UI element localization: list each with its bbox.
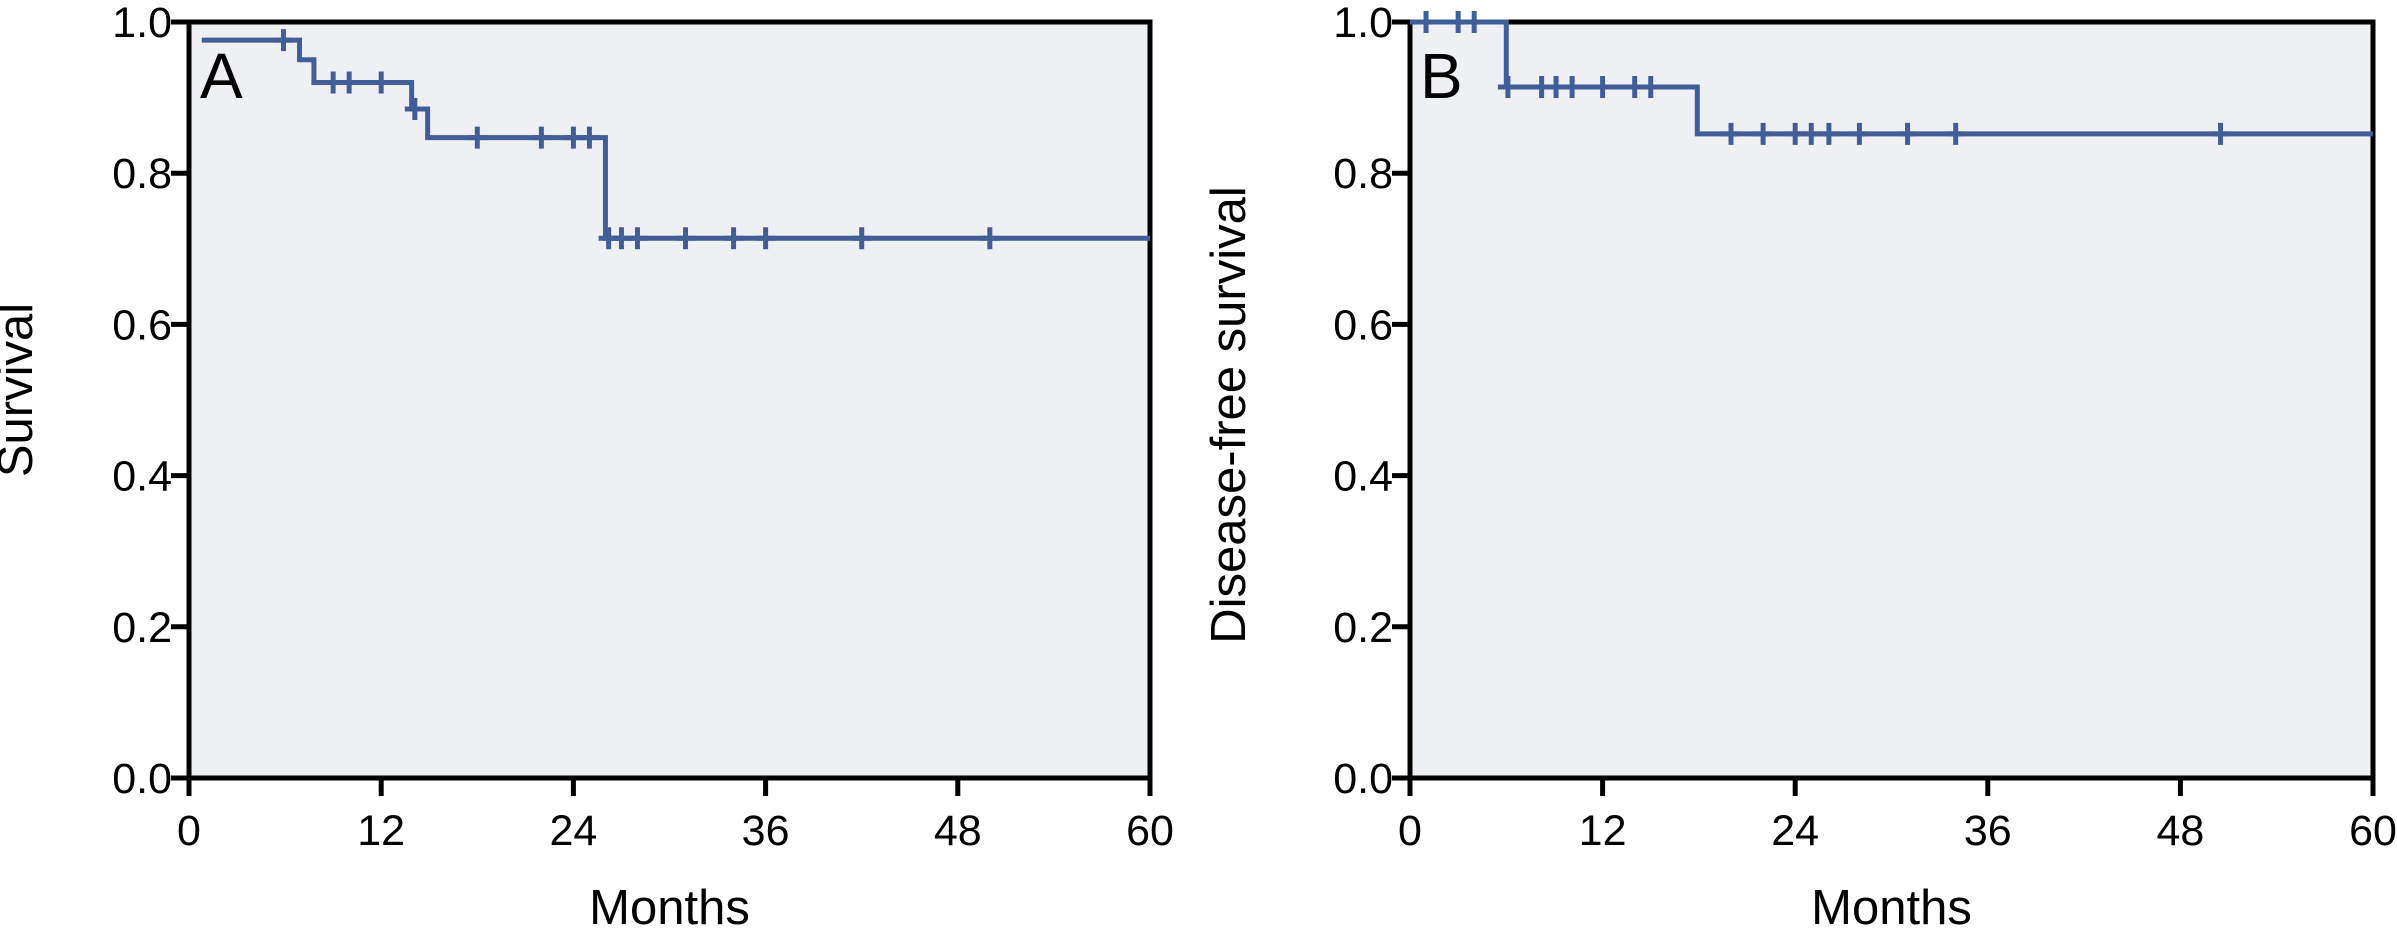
y-tick-label-a: 0.2 [112,604,172,652]
censor-mark-b [1897,122,1918,145]
censor-mark-a [531,126,552,149]
censor-mark-b [1818,122,1839,145]
y-tick-label-b: 0.8 [1333,150,1393,198]
x-tick-label-a: 60 [1126,807,1174,855]
x-tick-label-a: 12 [357,807,405,855]
km-curve-a [201,37,1150,241]
censor-mark-b [1416,11,1437,33]
censor-mark-b [2210,122,2231,145]
x-tick-label-b: 24 [1771,807,1819,855]
plot-area-a [189,22,1150,778]
panel-letter-b: B [1420,40,1463,112]
censor-mark-a [339,71,360,94]
censor-mark-b [1945,122,1966,145]
y-tick-label-b: 0.0 [1333,755,1393,803]
x-tick-label-a: 0 [177,807,201,855]
censor-mark-b [1753,122,1774,145]
y-tick-label-b: 0.4 [1333,453,1393,501]
plot-frame-a [186,19,1153,781]
censor-mark-a [273,29,294,52]
censor-mark-b [1640,76,1661,99]
panel-a: 0 12 24 36 48 60 0.0 0.2 0.4 0.6 0.8 1.0 A Months Surv… [0,0,1174,935]
censor-mark-a [851,227,872,250]
x-tick-label-a: 36 [742,807,790,855]
panel-b: 0 12 24 36 48 60 0.0 0.2 0.4 0.6 0.8 1.0 B Months Dise… [1202,0,2397,935]
censor-mark-a [579,126,600,149]
censor-mark-b [1592,76,1613,99]
x-axis-title-a: Months [589,881,750,935]
censor-mark-b [1801,122,1822,145]
panel-letter-a: A [200,40,243,112]
censor-mark-b [1849,122,1870,145]
y-tick-label-a: 0.0 [112,755,172,803]
y-tick-label-b: 0.6 [1333,301,1393,349]
censor-mark-a [371,71,392,94]
censor-mark-b [1497,76,1518,99]
y-axis-title-a: Survival [0,303,43,477]
censor-mark-a [627,227,648,250]
censor-mark-b [1562,76,1583,99]
y-tick-label-a: 0.4 [112,453,172,501]
censor-mark-a [723,227,744,250]
x-tick-label-b: 60 [2349,807,2397,855]
x-tick-label-a: 48 [934,807,982,855]
censor-mark-b [1464,11,1485,33]
censor-mark-b [1721,122,1741,145]
censor-mark-a [979,227,1000,250]
censor-mark-a [755,227,776,250]
y-axis-title-b: Disease-free survival [1202,186,1256,644]
x-tick-label-b: 0 [1398,807,1422,855]
y-tick-label-b: 1.0 [1333,0,1393,47]
x-axis-title-b: Months [1811,881,1972,935]
plot-area-b [1410,22,2373,778]
x-tick-label-b: 36 [1964,807,2012,855]
censor-mark-a [467,126,488,149]
y-tick-label-a: 0.6 [112,301,172,349]
plot-frame-b [1407,19,2376,781]
y-tick-label-a: 0.8 [112,150,172,198]
censor-mark-a [404,97,425,120]
censor-mark-a [675,227,696,250]
y-tick-label-a: 1.0 [112,0,172,47]
x-tick-label-a: 24 [549,807,597,855]
y-tick-label-b: 0.2 [1333,604,1393,652]
x-tick-label-b: 12 [1579,807,1627,855]
x-tick-label-b: 48 [2156,807,2204,855]
